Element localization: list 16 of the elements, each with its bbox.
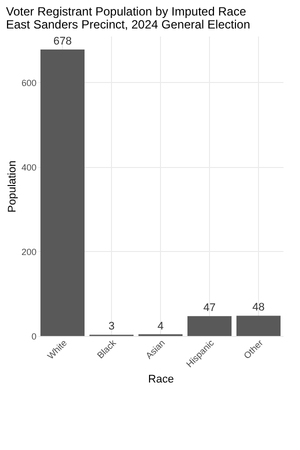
data-label: 3 (108, 320, 115, 333)
bar (40, 50, 85, 336)
data-label: 678 (53, 36, 72, 48)
bar (236, 316, 281, 336)
y-tick-label: 600 (21, 78, 36, 88)
chart-title: Voter Registrant Population by Imputed Race (6, 4, 246, 19)
y-tick-label: 200 (21, 246, 36, 257)
data-label: 4 (157, 320, 164, 332)
bar (187, 316, 232, 336)
y-tick-label: 0 (31, 332, 36, 342)
data-label: 48 (252, 302, 265, 314)
data-label: 47 (203, 302, 216, 314)
y-axis-title: Population (6, 160, 18, 212)
chart-subtitle: East Sanders Precinct, 2024 General Election (6, 18, 250, 32)
x-axis-title: Race (148, 373, 174, 386)
y-tick-label: 400 (21, 162, 36, 172)
